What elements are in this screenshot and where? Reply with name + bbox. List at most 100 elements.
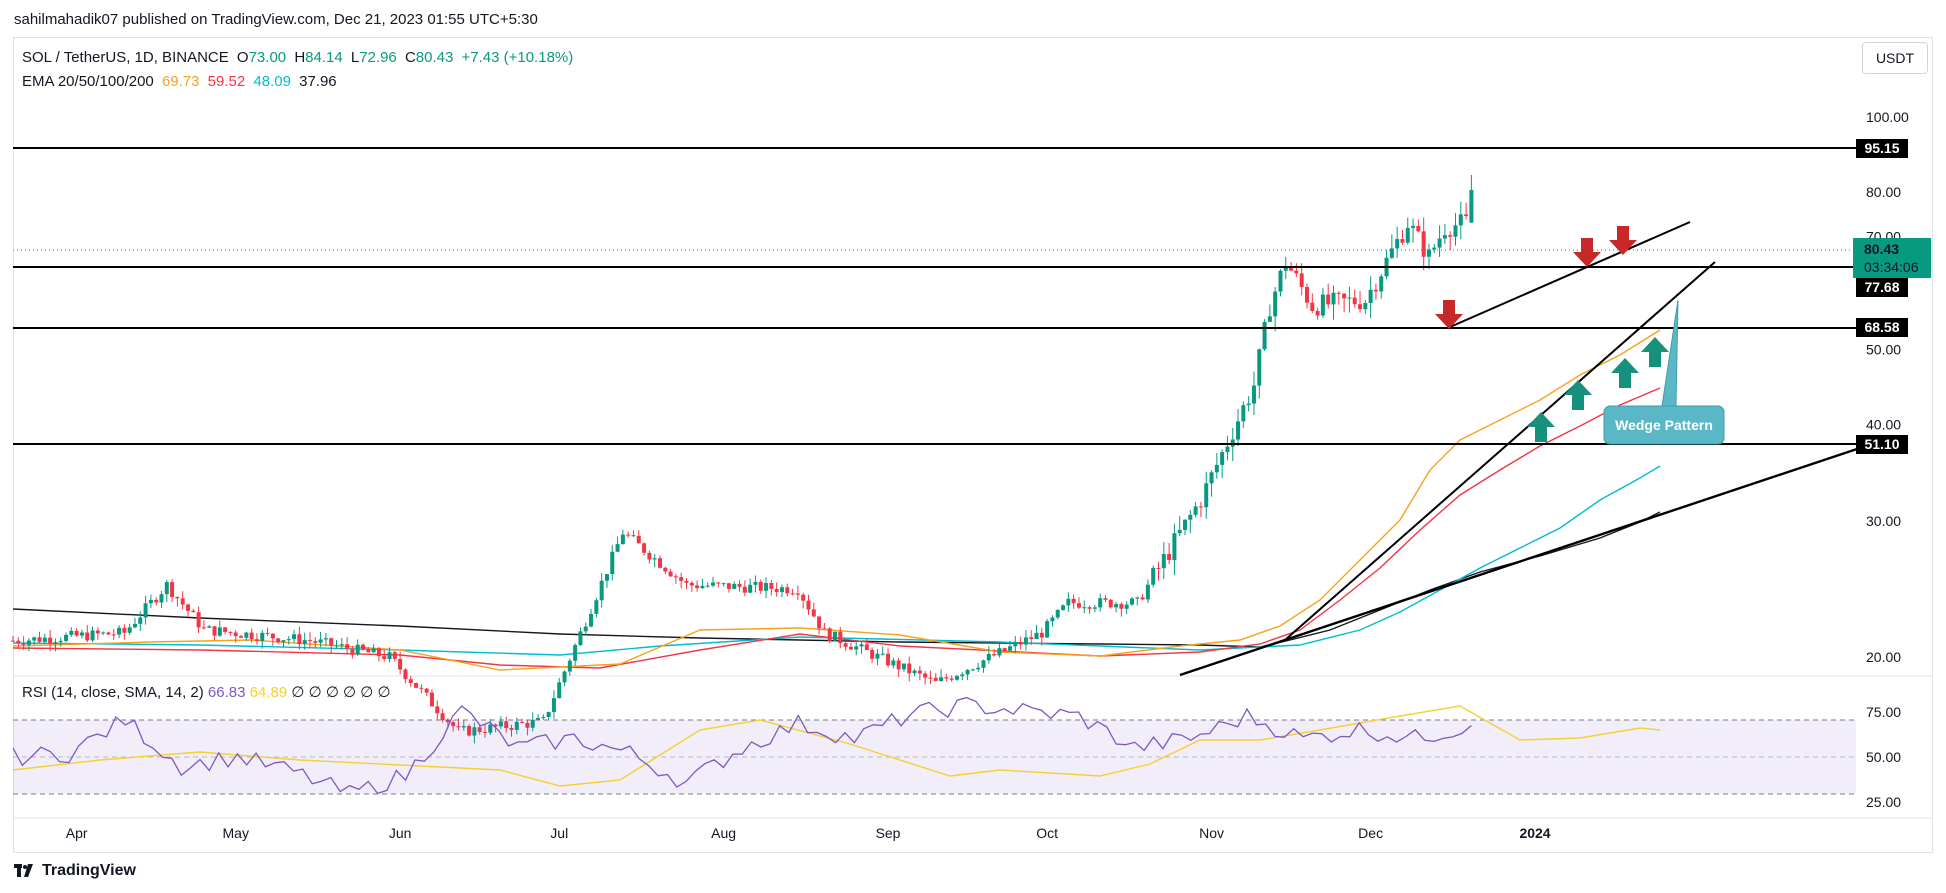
candle-body — [313, 641, 318, 643]
candle-body — [1336, 292, 1341, 294]
candle-body — [1119, 604, 1124, 609]
open-value: 73.00 — [248, 49, 287, 66]
candle-body — [281, 640, 286, 643]
candle-body — [610, 551, 615, 575]
candle-body — [689, 582, 694, 586]
candle-body — [1045, 621, 1050, 638]
candle-body — [589, 613, 594, 627]
down-arrow-icon — [1435, 300, 1463, 329]
candle-body — [795, 593, 800, 595]
candle-body — [567, 660, 572, 672]
candle-body — [48, 637, 53, 644]
candle-body — [170, 582, 175, 598]
rsi-extra-values: ∅ ∅ ∅ ∅ ∅ ∅ — [291, 684, 391, 701]
candle-body — [1421, 231, 1426, 257]
candle-body — [626, 534, 631, 536]
wedge-pattern-callout[interactable] — [1603, 405, 1725, 445]
candle-body — [1352, 297, 1357, 305]
candle-body — [366, 649, 371, 653]
candle-body — [599, 580, 604, 601]
candle-body — [355, 644, 360, 655]
candle-body — [53, 642, 58, 644]
low-label: L — [350, 49, 360, 66]
candle-body — [440, 713, 445, 721]
down-arrow-icon — [1609, 226, 1637, 255]
candle-body — [578, 631, 583, 646]
candle-body — [716, 582, 721, 584]
candle-body — [117, 627, 122, 635]
candle-body — [1002, 648, 1007, 651]
ema200-line — [12, 511, 1661, 648]
candle-body — [854, 646, 859, 650]
candle-body — [1363, 303, 1368, 310]
rsi-label[interactable]: RSI (14, close, SMA, 14, 2) — [22, 684, 204, 701]
candle-body — [1373, 289, 1378, 292]
ema-label[interactable]: EMA 20/50/100/200 — [22, 73, 154, 90]
candle-body — [1018, 641, 1023, 645]
candle-body — [223, 627, 228, 632]
candle-body — [1273, 291, 1278, 317]
rsi-sma-line — [12, 705, 1661, 787]
symbol-label[interactable]: SOL / TetherUS, 1D, BINANCE — [22, 49, 229, 66]
candle-body — [636, 535, 641, 544]
candle-body — [1204, 483, 1209, 508]
candle-body — [774, 588, 779, 593]
candle-body — [901, 663, 906, 670]
candle-body — [1039, 632, 1044, 638]
candle-body — [726, 583, 731, 589]
candle-body — [939, 677, 944, 681]
candle-body — [870, 650, 875, 659]
candle-body — [191, 610, 196, 613]
time-tick-label: Dec — [1358, 825, 1383, 841]
candle-body — [1299, 273, 1304, 288]
candle-body — [148, 599, 153, 604]
ema200-value: 37.96 — [299, 73, 337, 90]
candle-body — [292, 634, 297, 640]
candle-body — [573, 645, 578, 661]
candle-body — [164, 582, 169, 595]
candle-body — [891, 660, 896, 666]
candle-body — [817, 616, 822, 629]
price-tick-label: 20.00 — [1866, 649, 1901, 665]
candle-body — [419, 687, 424, 689]
candle-body — [944, 677, 949, 679]
candle-body — [551, 698, 556, 712]
candle-body — [217, 627, 222, 636]
candle-body — [1151, 567, 1156, 585]
candle-body — [976, 667, 981, 670]
candle-body — [1023, 637, 1028, 645]
candle-body — [827, 628, 832, 641]
candle-body — [111, 634, 116, 636]
candle-body — [1458, 214, 1463, 226]
candle-body — [1071, 598, 1076, 604]
candle-body — [16, 640, 21, 644]
up-arrow-icon — [1564, 380, 1592, 410]
candle-body — [488, 724, 493, 733]
candle-body — [1172, 533, 1177, 560]
tradingview-logo[interactable]: TradingView — [14, 862, 136, 880]
candle-body — [992, 653, 997, 656]
candle-body — [127, 627, 132, 633]
candle-body — [1432, 247, 1437, 250]
candle-body — [785, 587, 790, 594]
candle-body — [933, 677, 938, 681]
candle-body — [801, 594, 806, 601]
publisher-line: sahilmahadik07 published on TradingView.… — [14, 11, 538, 28]
candle-body — [1177, 529, 1182, 534]
candle-body — [74, 630, 79, 636]
candle-body — [1442, 235, 1447, 239]
candle-body — [1209, 472, 1214, 484]
wedge-lower-trendline — [1284, 261, 1716, 641]
candle-body — [1034, 632, 1039, 639]
currency-button[interactable]: USDT — [1862, 42, 1928, 74]
candle-body — [1251, 385, 1256, 404]
candle-body — [69, 630, 74, 635]
candle-body — [334, 645, 339, 647]
candle-body — [11, 640, 15, 642]
candle-body — [1395, 239, 1400, 249]
candle-body — [1400, 239, 1405, 243]
svg-text:68.58: 68.58 — [1864, 319, 1899, 335]
candle-body — [875, 653, 880, 659]
candle-body — [37, 637, 42, 642]
